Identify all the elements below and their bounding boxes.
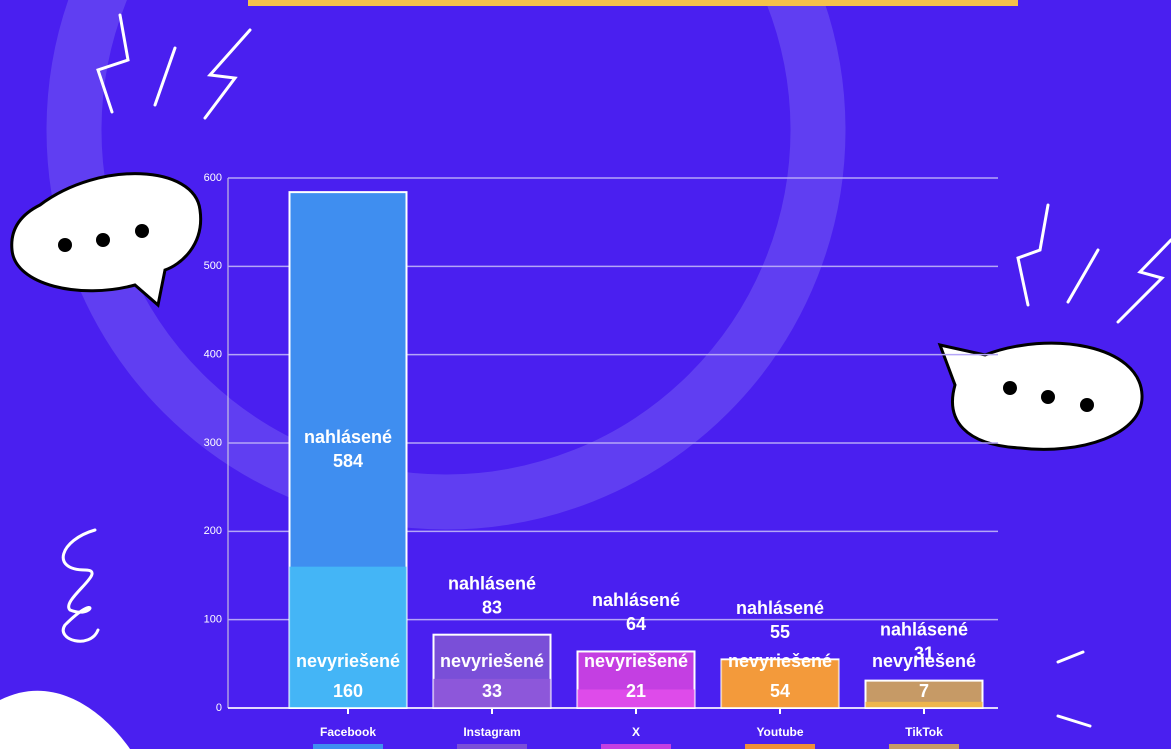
data-label: 33 [482, 681, 502, 701]
data-label: 83 [482, 597, 502, 617]
data-label: 160 [333, 681, 363, 701]
bar [433, 678, 551, 708]
bar [577, 689, 695, 708]
x-tick-label: Instagram [463, 725, 520, 739]
data-label: 21 [626, 681, 646, 701]
legend-swatch [457, 744, 527, 749]
data-label: 31 [914, 643, 934, 663]
y-tick-label: 500 [204, 260, 222, 272]
bar [721, 660, 839, 708]
legend-swatch [313, 744, 383, 749]
data-label-name: nevyriešené [296, 651, 400, 671]
data-label: 55 [770, 622, 790, 642]
speech-bubble-right [937, 341, 1144, 451]
data-label-name: nahlásené [592, 590, 680, 610]
x-tick-label: Youtube [756, 725, 803, 739]
data-label-name: nahlásené [304, 427, 392, 447]
data-label-name: nahlásené [736, 598, 824, 618]
data-label-name: nevyriešené [728, 651, 832, 671]
data-label-name: nahlásené [880, 619, 968, 639]
decor-blob [0, 690, 130, 749]
x-tick-label: X [632, 725, 640, 739]
y-tick-label: 600 [204, 172, 222, 184]
data-label-name: nahlásené [448, 573, 536, 593]
decor-ring [46, 0, 846, 530]
y-tick-label: 300 [204, 437, 222, 449]
data-label-name: nevyriešené [440, 651, 544, 671]
bar [865, 701, 983, 708]
data-label: 64 [626, 614, 646, 634]
header-bar [248, 0, 1018, 6]
x-tick-label: TikTok [905, 725, 943, 739]
decor-lines [61, 13, 1171, 728]
data-label-name: nevyriešené [872, 651, 976, 671]
x-tick-label: Facebook [320, 725, 376, 739]
y-tick-label: 200 [204, 525, 222, 537]
y-tick-label: 100 [204, 614, 222, 626]
legend-swatch [745, 744, 815, 749]
y-tick-label: 400 [204, 349, 222, 361]
y-tick-label: 0 [216, 702, 222, 714]
data-label-name: nevyriešené [584, 651, 688, 671]
legend-swatch [601, 744, 671, 749]
speech-bubble-left [10, 172, 203, 308]
legend-swatch [889, 744, 959, 749]
bar [289, 566, 407, 708]
data-label: 7 [919, 681, 929, 701]
data-label: 54 [770, 681, 790, 701]
data-label: 584 [333, 451, 363, 471]
